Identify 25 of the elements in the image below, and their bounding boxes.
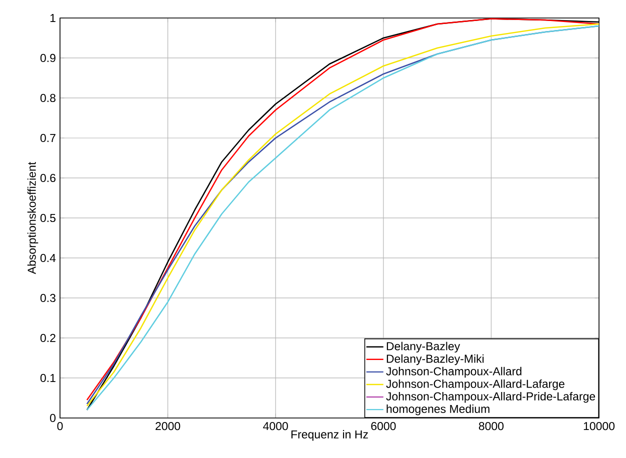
legend-label: homogenes Medium xyxy=(386,404,490,416)
x-tick-label: 8000 xyxy=(478,422,504,430)
legend-label: Johnson-Champoux-Allard-Lafarge xyxy=(386,379,564,390)
y-tick-label: 0.4 xyxy=(40,254,56,262)
y-tick-label: 0.2 xyxy=(40,334,56,342)
legend-label: Johnson-Champoux-Allard xyxy=(386,366,522,378)
legend-label: Delany-Bazley-Miki xyxy=(386,354,484,366)
x-tick-label: 6000 xyxy=(371,422,396,430)
y-tick-label: 0.9 xyxy=(40,54,56,62)
y-axis-title: Absorptionskoeffizient xyxy=(27,162,38,274)
y-tick-label: 0.6 xyxy=(40,174,56,182)
y-tick-label: 0.5 xyxy=(40,214,56,222)
legend-label: Johnson-Champoux-Allard-Pride-Lafarge xyxy=(386,392,596,403)
y-tick-label: 0.1 xyxy=(40,374,56,382)
y-tick-label: 1 xyxy=(50,14,56,22)
x-tick-label: 2000 xyxy=(156,422,180,430)
y-tick-label: 0.7 xyxy=(40,134,56,142)
y-tick-label: 0.8 xyxy=(40,94,56,102)
y-tick-label: 0.3 xyxy=(40,294,56,302)
x-tick-label: 0 xyxy=(57,422,63,430)
y-tick-label: 0 xyxy=(50,414,56,422)
legend-label: Delany-Bazley xyxy=(386,342,460,353)
x-tick-label: 4000 xyxy=(263,422,288,430)
x-axis-title: Frequenz in Hz xyxy=(291,430,368,441)
x-tick-label: 10000 xyxy=(584,422,615,430)
